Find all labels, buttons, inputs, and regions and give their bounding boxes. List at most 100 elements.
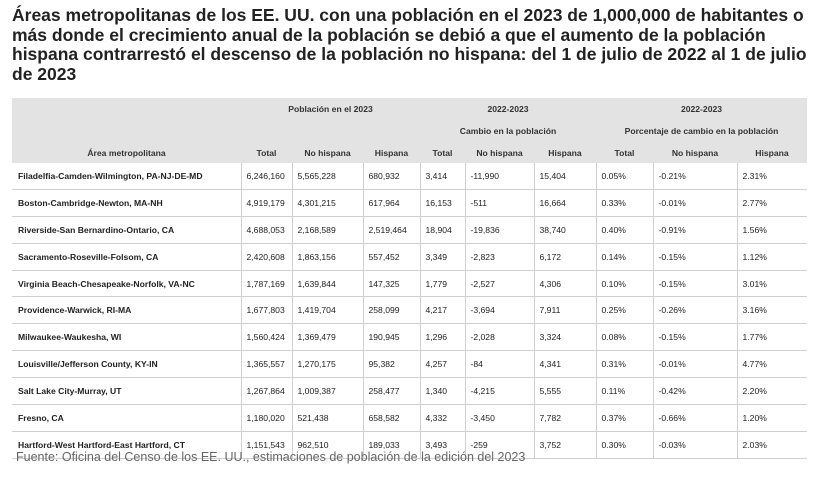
cell-pop-nonhispanic: 5,565,228 (291, 163, 363, 190)
source-note: Fuente: Oficina del Censo de los EE. UU.… (16, 450, 526, 464)
data-table: Población en el 2023 2022-2023 2022-2023… (12, 98, 807, 459)
cell-change-hispanic: 15,404 (533, 163, 596, 190)
cell-pop-total: 1,180,020 (240, 404, 292, 432)
cell-pct-nonhispanic: -0.03% (652, 431, 737, 459)
cell-pct-total: 0.11% (595, 377, 653, 406)
table-row: Sacramento-Roseville-Folsom, CA 2,420,608… (12, 243, 807, 271)
cell-pct-total: 0.30% (595, 431, 653, 459)
cell-pct-nonhispanic: -0.15% (652, 323, 737, 352)
header-hispanic: Hispana (534, 142, 596, 163)
cell-pct-hispanic: 2.20% (736, 377, 807, 406)
cell-change-total: 1,340 (419, 377, 465, 406)
cell-pop-hispanic: 258,477 (362, 377, 420, 406)
cell-pct-hispanic: 1.12% (736, 243, 807, 271)
cell-pop-total: 6,246,160 (240, 163, 292, 190)
table-row: Riverside-San Bernardino-Ontario, CA 4,68… (12, 216, 807, 244)
cell-change-nonhispanic: -84 (464, 350, 534, 379)
cell-pop-total: 2,420,608 (240, 243, 292, 271)
cell-change-nonhispanic: -2,823 (464, 243, 534, 271)
cell-change-nonhispanic: -11,990 (464, 163, 534, 190)
header-area: Área metropolitana (12, 142, 241, 163)
cell-pop-total: 4,688,053 (240, 216, 292, 244)
cell-pop-nonhispanic: 1,863,156 (291, 243, 363, 271)
cell-pct-nonhispanic: -0.15% (652, 270, 737, 298)
cell-pop-nonhispanic: 962,510 (291, 431, 363, 459)
cell-change-hispanic: 3,324 (533, 323, 596, 352)
cell-pct-hispanic: 1.77% (736, 323, 807, 352)
cell-change-hispanic: 7,911 (533, 296, 596, 325)
cell-pop-total: 1,267,864 (240, 377, 292, 406)
header-hispanic: Hispana (363, 142, 420, 163)
cell-area-name: Sacramento-Roseville-Folsom, CA (12, 243, 241, 271)
cell-pct-nonhispanic: -0.21% (652, 163, 737, 190)
cell-pop-hispanic: 95,382 (362, 350, 420, 379)
cell-change-total: 1,296 (419, 323, 465, 352)
cell-change-nonhispanic: -3,694 (464, 296, 534, 325)
cell-change-hispanic: 6,172 (533, 243, 596, 271)
cell-pct-hispanic: 1.20% (736, 404, 807, 432)
cell-pct-hispanic: 2.31% (736, 163, 807, 190)
cell-pct-total: 0.08% (595, 323, 653, 352)
cell-change-total: 16,153 (419, 189, 465, 217)
header-blank (12, 98, 241, 120)
cell-change-total: 3,493 (419, 431, 465, 459)
cell-pct-total: 0.10% (595, 270, 653, 298)
cell-pop-total: 1,365,557 (240, 350, 292, 379)
cell-pop-nonhispanic: 1,419,704 (291, 296, 363, 325)
cell-pct-nonhispanic: -0.42% (652, 377, 737, 406)
cell-pct-hispanic: 1.56% (736, 216, 807, 244)
header-change-period: 2022-2023 (420, 98, 596, 120)
cell-pop-hispanic: 258,099 (362, 296, 420, 325)
cell-pop-total: 4,919,179 (240, 189, 292, 217)
cell-pct-nonhispanic: -0.66% (652, 404, 737, 432)
cell-change-hispanic: 16,664 (533, 189, 596, 217)
cell-pct-nonhispanic: -0.91% (652, 216, 737, 244)
cell-pop-hispanic: 680,932 (362, 163, 420, 190)
cell-area-name: Providence-Warwick, RI-MA (12, 296, 241, 325)
header-total: Total (241, 142, 292, 163)
cell-change-total: 4,257 (419, 350, 465, 379)
cell-area-name: Filadelfia-Camden-Wilmington, PA-NJ-DE-M… (12, 163, 241, 190)
cell-change-nonhispanic: -2,028 (464, 323, 534, 352)
cell-area-name: Riverside-San Bernardino-Ontario, CA (12, 216, 241, 244)
cell-pop-hispanic: 658,582 (362, 404, 420, 432)
cell-change-hispanic: 5,555 (533, 377, 596, 406)
cell-change-hispanic: 3,752 (533, 431, 596, 459)
cell-pct-hispanic: 2.77% (736, 189, 807, 217)
header-population-change: Cambio en la población (420, 120, 596, 142)
cell-pct-hispanic: 4.77% (736, 350, 807, 379)
cell-change-nonhispanic: -511 (464, 189, 534, 217)
header-blank (241, 120, 420, 142)
cell-area-name: Hartford-West Hartford-East Hartford, CT (12, 431, 241, 459)
cell-change-hispanic: 7,782 (533, 404, 596, 432)
cell-pop-nonhispanic: 1,270,175 (291, 350, 363, 379)
cell-pct-total: 0.37% (595, 404, 653, 432)
header-nonhispanic: No hispana (292, 142, 363, 163)
cell-pct-total: 0.14% (595, 243, 653, 271)
cell-change-total: 1,779 (419, 270, 465, 298)
cell-area-name: Virginia Beach-Chesapeake-Norfolk, VA-NC (12, 270, 241, 298)
table-row: Hartford-West Hartford-East Hartford, CT… (12, 431, 807, 459)
header-nonhispanic: No hispana (653, 142, 737, 163)
table-row: Boston-Cambridge-Newton, MA-NH 4,919,179 4… (12, 189, 807, 217)
table-row: Louisville/Jefferson County, KY-IN 1,365,… (12, 350, 807, 379)
cell-change-hispanic: 4,341 (533, 350, 596, 379)
table-row: Virginia Beach-Chesapeake-Norfolk, VA-NC… (12, 270, 807, 298)
cell-area-name: Fresno, CA (12, 404, 241, 432)
header-blank (12, 120, 241, 142)
cell-change-nonhispanic: -3,450 (464, 404, 534, 432)
cell-pop-nonhispanic: 1,369,479 (291, 323, 363, 352)
cell-pop-hispanic: 190,945 (362, 323, 420, 352)
cell-pop-nonhispanic: 2,168,589 (291, 216, 363, 244)
table-row: Providence-Warwick, RI-MA 1,677,803 1,419,… (12, 296, 807, 325)
cell-pop-nonhispanic: 521,438 (291, 404, 363, 432)
cell-change-total: 18,904 (419, 216, 465, 244)
cell-change-total: 3,414 (419, 163, 465, 190)
cell-pop-hispanic: 189,033 (362, 431, 420, 459)
cell-change-nonhispanic: -19,836 (464, 216, 534, 244)
cell-change-total: 4,217 (419, 296, 465, 325)
cell-pct-total: 0.33% (595, 189, 653, 217)
header-pct-change: Porcentaje de cambio en la población (596, 120, 807, 142)
cell-pct-total: 0.25% (595, 296, 653, 325)
cell-pct-hispanic: 3.01% (736, 270, 807, 298)
